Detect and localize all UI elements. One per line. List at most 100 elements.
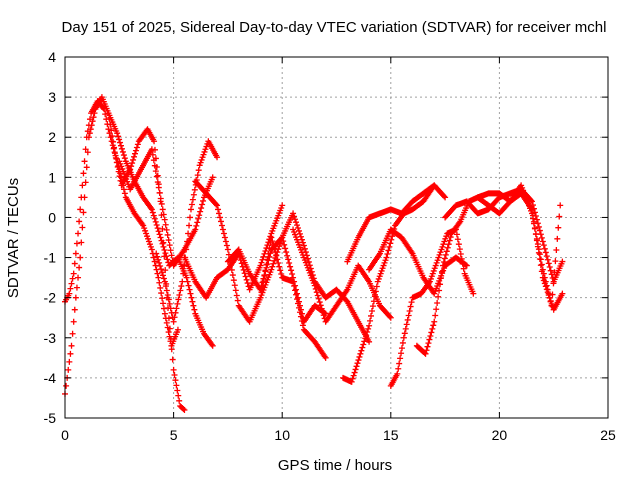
data-point [160, 211, 167, 218]
data-point [161, 216, 168, 223]
data-point [165, 329, 172, 336]
data-point [152, 218, 159, 225]
data-point [172, 309, 179, 316]
data-point [403, 321, 410, 328]
data-point [68, 342, 75, 349]
data-point [167, 335, 174, 342]
data-point [188, 294, 195, 301]
data-point [536, 227, 543, 234]
data-point [528, 198, 535, 205]
series-17 [474, 182, 564, 309]
data-point [155, 184, 162, 191]
data-point [85, 134, 92, 141]
data-point [214, 154, 221, 161]
data-point [147, 205, 154, 212]
data-point [439, 262, 446, 269]
data-point [438, 268, 445, 275]
data-point [427, 275, 434, 282]
data-point [550, 280, 557, 287]
data-point [366, 322, 373, 329]
data-point [437, 281, 444, 288]
data-point [231, 282, 238, 289]
data-point [544, 256, 551, 263]
data-point [533, 235, 540, 242]
data-point [177, 287, 184, 294]
data-point [169, 356, 176, 363]
data-point [442, 235, 449, 242]
data-point [260, 253, 267, 260]
data-point [266, 253, 273, 260]
data-point [305, 258, 312, 265]
data-point [270, 260, 277, 267]
data-point [539, 266, 546, 273]
data-point [111, 144, 118, 151]
y-tick-label: -1 [44, 250, 57, 266]
data-point [91, 110, 98, 117]
data-point [87, 126, 94, 133]
data-point [157, 195, 164, 202]
data-point [440, 241, 447, 248]
data-point [224, 246, 231, 253]
data-point [166, 242, 173, 249]
data-point [71, 306, 78, 313]
data-point [444, 244, 451, 251]
data-point [351, 369, 358, 376]
data-point [167, 305, 174, 312]
data-point [552, 258, 559, 265]
data-point [284, 252, 291, 259]
data-point [163, 253, 170, 260]
data-point [557, 202, 564, 209]
data-point [142, 227, 149, 234]
data-point [354, 360, 361, 367]
data-point [148, 246, 155, 253]
data-point [191, 186, 198, 193]
data-point [173, 382, 180, 389]
data-point [368, 308, 375, 315]
data-point [296, 230, 303, 237]
data-point [166, 300, 173, 307]
y-tick-label: -5 [44, 410, 57, 426]
data-point [121, 155, 128, 162]
y-tick-label: 3 [48, 89, 56, 105]
data-point [287, 263, 294, 270]
data-point [459, 260, 466, 267]
data-point [150, 212, 157, 219]
data-point [83, 164, 90, 171]
data-point [269, 263, 276, 270]
data-point [148, 206, 155, 213]
data-point [440, 259, 447, 266]
series-11 [340, 182, 438, 385]
data-point [117, 142, 124, 149]
data-point [395, 365, 402, 372]
data-point [66, 358, 73, 365]
data-point [186, 286, 193, 293]
data-point [243, 276, 250, 283]
data-point [81, 194, 88, 201]
data-point [364, 328, 371, 335]
data-point [405, 312, 412, 319]
data-point [283, 249, 290, 256]
data-point [140, 222, 147, 229]
data-point [80, 170, 87, 177]
data-point [170, 366, 177, 373]
data-point [180, 270, 187, 277]
data-point [145, 235, 152, 242]
data-point [77, 254, 84, 261]
data-point [84, 149, 91, 156]
data-point [157, 284, 164, 291]
data-point [116, 173, 123, 180]
data-point [268, 234, 275, 241]
data-point [443, 248, 450, 255]
data-point [156, 231, 163, 238]
y-tick-label: 1 [48, 169, 56, 185]
data-point [69, 330, 76, 337]
data-point [276, 243, 283, 250]
data-point [430, 322, 437, 329]
data-point [432, 262, 439, 269]
data-point [271, 257, 278, 264]
data-point [168, 252, 175, 259]
data-point [201, 148, 208, 155]
data-point [378, 267, 385, 274]
data-point [66, 290, 73, 297]
data-point [319, 308, 326, 315]
